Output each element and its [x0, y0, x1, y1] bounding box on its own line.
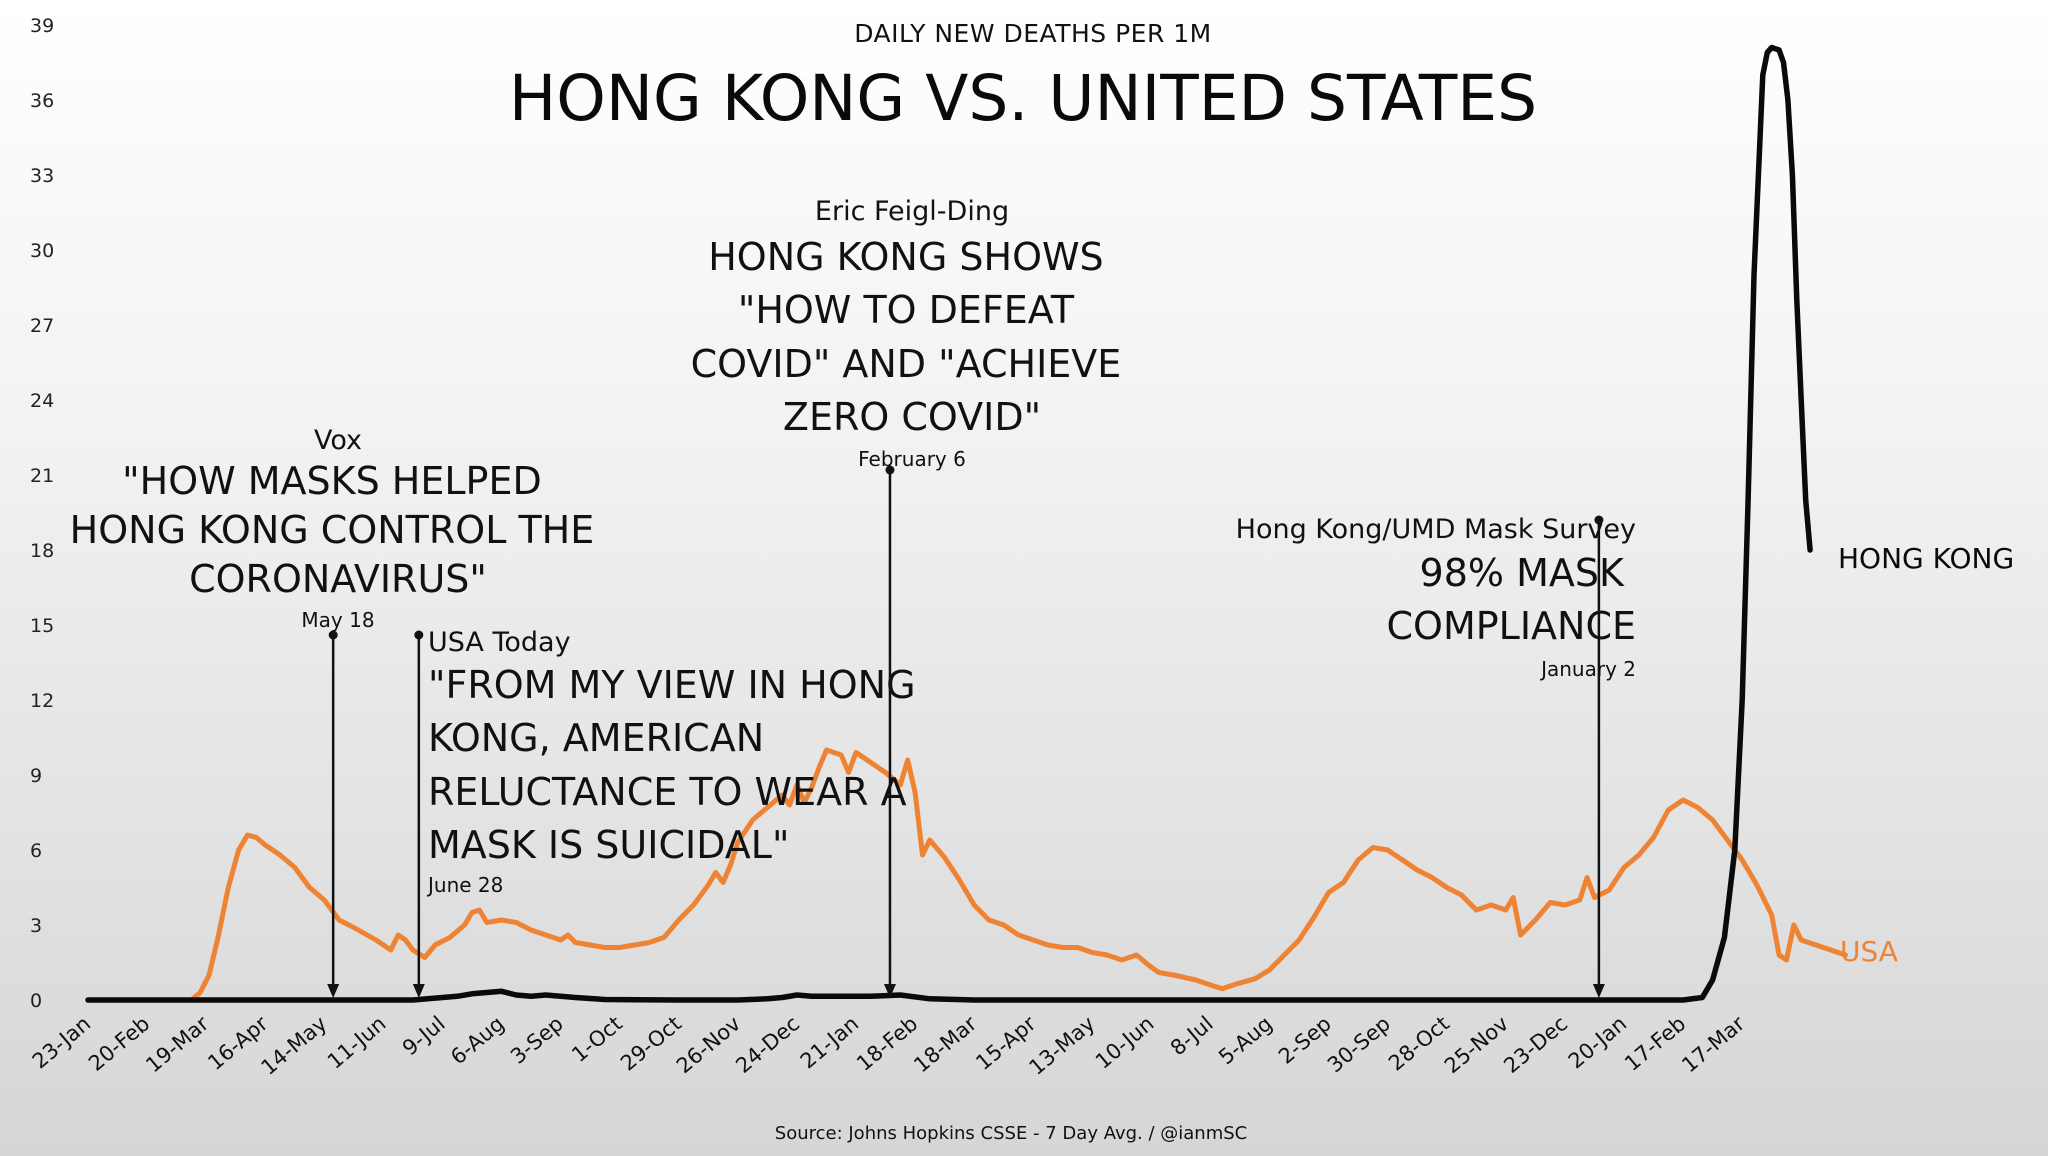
y-tick-label: 0: [30, 990, 42, 1012]
series-line-usa: [85, 747, 1848, 1003]
y-tick-label: 27: [30, 315, 54, 337]
x-tick-label: 28-Oct: [1384, 1011, 1454, 1075]
annotation-arrow-head: [883, 984, 896, 998]
x-tick-label: 11-Jun: [323, 1011, 391, 1073]
annotation-date: May 18: [301, 608, 374, 632]
y-tick-label: 6: [30, 840, 42, 862]
x-tick-label: 17-Feb: [1620, 1011, 1690, 1075]
x-tick-label: 24-Dec: [731, 1011, 804, 1078]
annotation-source: Eric Feigl-Ding: [815, 196, 1009, 227]
annotation-date: January 2: [1539, 657, 1636, 681]
y-tick-label: 24: [30, 390, 54, 412]
y-tick-label: 30: [30, 240, 54, 262]
series-layer: [85, 44, 1848, 1003]
x-tick-label: 19-Mar: [141, 1011, 213, 1077]
x-tick-label: 20-Feb: [84, 1011, 154, 1075]
x-tick-label: 26-Nov: [672, 1011, 745, 1078]
x-tick-label: 23-Dec: [1499, 1011, 1572, 1078]
x-tick-label: 17-Mar: [1677, 1011, 1749, 1077]
chart-suptitle: DAILY NEW DEATHS PER 1M: [854, 19, 1212, 48]
y-tick-label: 33: [30, 165, 54, 187]
annotation-arrow-head: [1592, 984, 1605, 998]
y-tick-label: 3: [30, 915, 42, 937]
y-tick-label: 15: [30, 615, 54, 637]
x-tick-label: 8-Jul: [1166, 1011, 1218, 1060]
x-tick-label: 30-Sep: [1323, 1011, 1395, 1077]
annotation-usa-today: USA Today "FROM MY VIEW IN HONG KONG, AM…: [426, 627, 928, 897]
annotation-headline: "HOW MASKS HELPED HONG KONG CONTROL THE …: [70, 459, 607, 601]
series-label-hong-kong: HONG KONG: [1838, 542, 2014, 575]
x-tick-label: 20-Jan: [1564, 1011, 1631, 1073]
annotation-vox: Vox "HOW MASKS HELPED HONG KONG CONTROL …: [70, 425, 607, 632]
annotation-headline: HONG KONG SHOWS "HOW TO DEFEAT COVID" AN…: [691, 235, 1134, 439]
annotation-headline: 98% MASK COMPLIANCE: [1387, 551, 1637, 648]
x-tick-label: 6-Aug: [446, 1011, 509, 1069]
annotation-arrows: [327, 465, 1605, 998]
x-tick-label: 13-May: [1025, 1011, 1100, 1079]
x-tick-label: 25-Nov: [1440, 1011, 1513, 1078]
y-tick-label: 39: [30, 15, 54, 37]
annotation-mask-survey: Hong Kong/UMD Mask Survey 98% MASK COMPL…: [1236, 514, 1636, 681]
y-tick-label: 18: [30, 540, 54, 562]
annotation-date: June 28: [426, 873, 503, 897]
x-tick-label: 29-Oct: [616, 1011, 686, 1075]
x-tick-label: 3-Sep: [506, 1011, 568, 1068]
y-tick-label: 36: [30, 90, 54, 112]
x-tick-label: 9-Jul: [398, 1011, 450, 1060]
series-label-usa: USA: [1840, 935, 1898, 968]
y-tick-label: 21: [30, 465, 54, 487]
annotation-source: Hong Kong/UMD Mask Survey: [1236, 514, 1636, 545]
x-tick-label: 21-Jan: [796, 1011, 863, 1073]
x-tick-label: 10-Jun: [1091, 1011, 1159, 1073]
annotation-headline: "FROM MY VIEW IN HONG KONG, AMERICAN REL…: [428, 663, 928, 867]
chart-title: HONG KONG VS. UNITED STATES: [509, 62, 1537, 135]
x-tick-label: 23-Jan: [28, 1011, 95, 1073]
annotation-arrow-head: [412, 984, 425, 998]
chart-source: Source: Johns Hopkins CSSE - 7 Day Avg. …: [775, 1123, 1247, 1144]
x-tick-label: 5-Aug: [1214, 1011, 1277, 1069]
annotation-date: February 6: [858, 447, 966, 471]
annotation-source: USA Today: [428, 627, 571, 658]
series-line-hong-kong: [85, 44, 1813, 1003]
annotation-source: Vox: [314, 425, 362, 456]
y-tick-label: 9: [30, 765, 42, 787]
y-tick-label: 12: [30, 690, 54, 712]
x-tick-label: 18-Feb: [852, 1011, 922, 1075]
annotation-arrow-head: [327, 984, 340, 998]
x-tick-label: 14-May: [257, 1011, 332, 1079]
annotation-feigl-ding: Eric Feigl-Ding HONG KONG SHOWS "HOW TO …: [691, 196, 1134, 471]
x-tick-label: 18-Mar: [909, 1011, 981, 1077]
